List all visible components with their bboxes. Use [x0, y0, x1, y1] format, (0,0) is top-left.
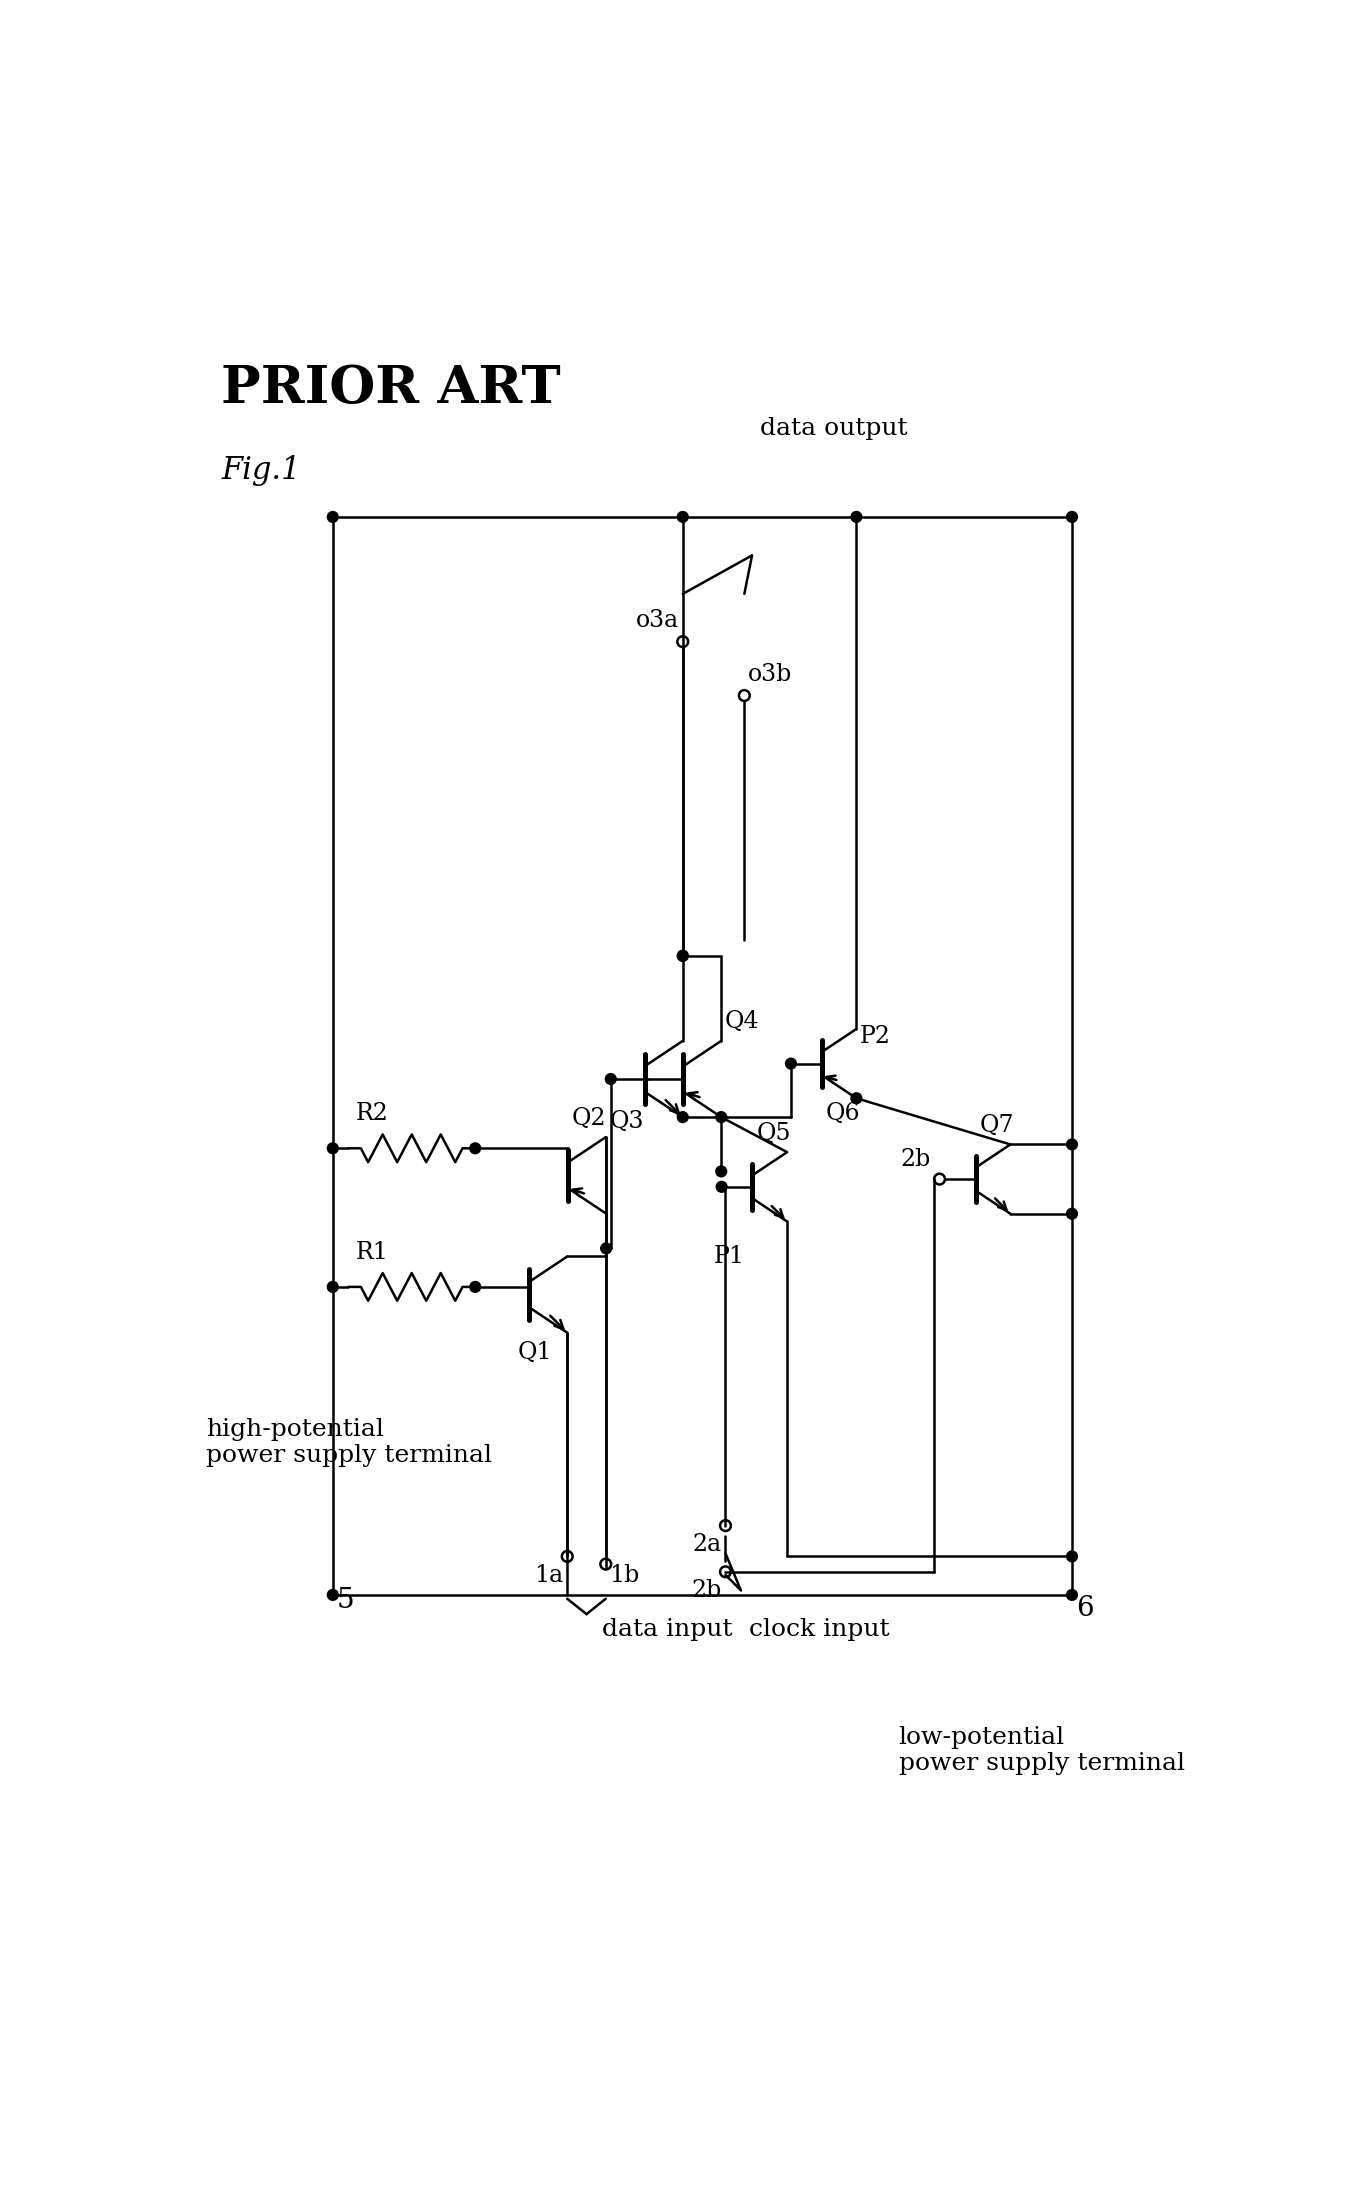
- Circle shape: [716, 1180, 727, 1191]
- Text: data output: data output: [760, 416, 907, 440]
- Text: low-potential
power supply terminal: low-potential power supply terminal: [899, 1726, 1185, 1776]
- Text: Q2: Q2: [572, 1106, 606, 1130]
- Circle shape: [716, 1113, 727, 1123]
- Text: Q3: Q3: [611, 1110, 645, 1132]
- Text: o3a: o3a: [635, 609, 679, 633]
- Text: R2: R2: [355, 1102, 388, 1126]
- Circle shape: [1066, 1139, 1077, 1150]
- Text: PRIOR ART: PRIOR ART: [221, 364, 561, 414]
- Circle shape: [678, 950, 689, 961]
- Circle shape: [1066, 1590, 1077, 1601]
- Text: Q6: Q6: [826, 1102, 860, 1126]
- Text: 5: 5: [336, 1588, 354, 1614]
- Circle shape: [1066, 512, 1077, 521]
- Circle shape: [328, 1590, 338, 1601]
- Circle shape: [678, 1113, 689, 1123]
- Circle shape: [786, 1058, 796, 1069]
- Circle shape: [328, 1281, 338, 1292]
- Circle shape: [678, 950, 689, 961]
- Circle shape: [851, 1093, 862, 1104]
- Text: 1a: 1a: [534, 1564, 564, 1588]
- Text: Q7: Q7: [980, 1115, 1014, 1137]
- Circle shape: [1066, 1551, 1077, 1561]
- Circle shape: [469, 1281, 480, 1292]
- Circle shape: [678, 512, 689, 521]
- Text: P1: P1: [713, 1244, 745, 1268]
- Text: 2b: 2b: [691, 1579, 722, 1603]
- Circle shape: [328, 1143, 338, 1154]
- Circle shape: [328, 512, 338, 521]
- Text: high-potential
power supply terminal: high-potential power supply terminal: [206, 1417, 491, 1467]
- Text: R1: R1: [355, 1242, 388, 1264]
- Text: Q1: Q1: [517, 1340, 552, 1364]
- Text: 1b: 1b: [609, 1564, 639, 1588]
- Circle shape: [851, 512, 862, 521]
- Text: 6: 6: [1076, 1594, 1093, 1623]
- Circle shape: [716, 1165, 727, 1176]
- Text: Q4: Q4: [724, 1010, 760, 1034]
- Text: P2: P2: [860, 1025, 892, 1049]
- Circle shape: [1066, 1209, 1077, 1220]
- Text: Q5: Q5: [756, 1121, 790, 1145]
- Text: 2b: 2b: [900, 1148, 930, 1172]
- Text: Fig.1: Fig.1: [221, 456, 300, 486]
- Circle shape: [601, 1244, 612, 1255]
- Text: 2a: 2a: [693, 1533, 722, 1557]
- Text: clock input: clock input: [749, 1618, 889, 1640]
- Text: data input: data input: [602, 1618, 733, 1640]
- Circle shape: [605, 1073, 616, 1084]
- Text: o3b: o3b: [748, 664, 793, 685]
- Circle shape: [469, 1143, 480, 1154]
